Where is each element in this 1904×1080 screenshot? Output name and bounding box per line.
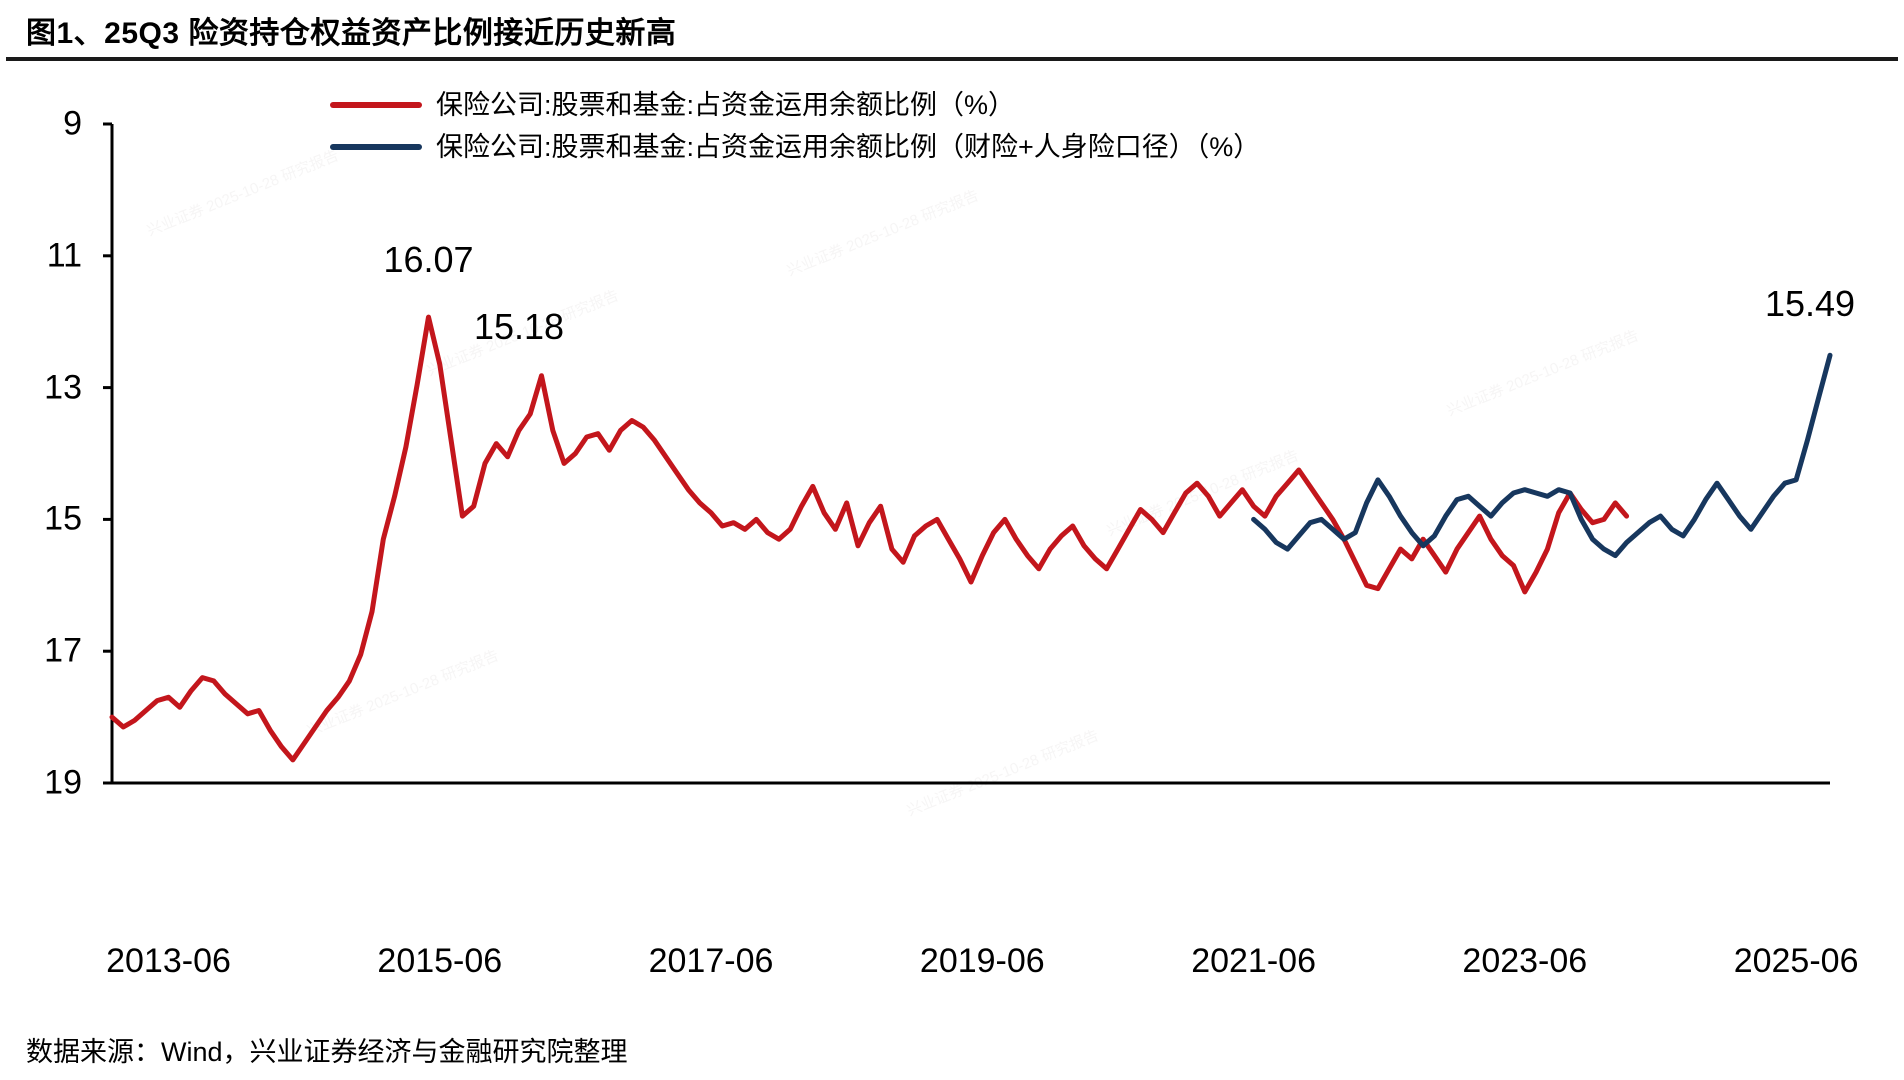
y-tick-11: 11 <box>46 236 82 275</box>
legend-swatch-red <box>330 102 422 108</box>
legend-label-0: 保险公司:股票和基金:占资金运用余额比例（%） <box>436 89 1016 120</box>
x-tick-6: 2025-06 <box>1733 942 1859 980</box>
title-bar: 图1、25Q3 险资持仓权益资产比例接近历史新高 <box>0 0 1904 62</box>
y-tick-9: 9 <box>63 104 82 143</box>
y-axis-tick-labels: 19 17 15 13 11 9 <box>20 62 82 1017</box>
y-tick-15: 15 <box>44 499 82 538</box>
x-tick-5: 2023-06 <box>1462 942 1588 980</box>
title-divider <box>6 57 1898 61</box>
footer-divider <box>6 1012 1898 1014</box>
chart-plot <box>103 122 1833 785</box>
page-title: 图1、25Q3 险资持仓权益资产比例接近历史新高 <box>26 17 677 50</box>
x-tick-0: 2013-06 <box>106 942 231 980</box>
series-line-navy <box>1251 352 1833 559</box>
legend-item-0: 保险公司:股票和基金:占资金运用余额比例（%） <box>330 84 1630 126</box>
y-tick-17: 17 <box>44 631 82 670</box>
annotation-peak-16-07: 16.07 <box>383 239 474 281</box>
legend-swatch-navy <box>330 144 422 150</box>
x-tick-1: 2015-06 <box>377 942 503 980</box>
chart-container: 兴业证券 2025-10-28 研究报告 兴业证券 2025-10-28 研究报… <box>0 62 1904 1017</box>
y-tick-13: 13 <box>44 368 82 407</box>
x-tick-4: 2021-06 <box>1191 942 1316 980</box>
legend-item-1: 保险公司:股票和基金:占资金运用余额比例（财险+人身险口径）（%） <box>330 126 1630 168</box>
series-line-red <box>109 314 1630 763</box>
y-tick-19: 19 <box>44 763 82 802</box>
x-axis-tick-labels: 2013-06 2015-06 2017-06 2019-06 2021-06 … <box>0 942 1904 990</box>
legend-label-1: 保险公司:股票和基金:占资金运用余额比例（财险+人身险口径）（%） <box>436 131 1261 162</box>
chart-legend: 保险公司:股票和基金:占资金运用余额比例（%） 保险公司:股票和基金:占资金运用… <box>330 84 1630 168</box>
annotation-latest-15-49: 15.49 <box>1764 283 1856 325</box>
x-tick-2: 2017-06 <box>648 942 774 980</box>
x-tick-3: 2019-06 <box>919 942 1045 980</box>
annotation-15-18: 15.18 <box>473 305 565 347</box>
source-note: 数据来源：Wind，兴业证券经济与金融研究院整理 <box>26 1037 628 1067</box>
y-axis-ticks <box>103 122 112 785</box>
